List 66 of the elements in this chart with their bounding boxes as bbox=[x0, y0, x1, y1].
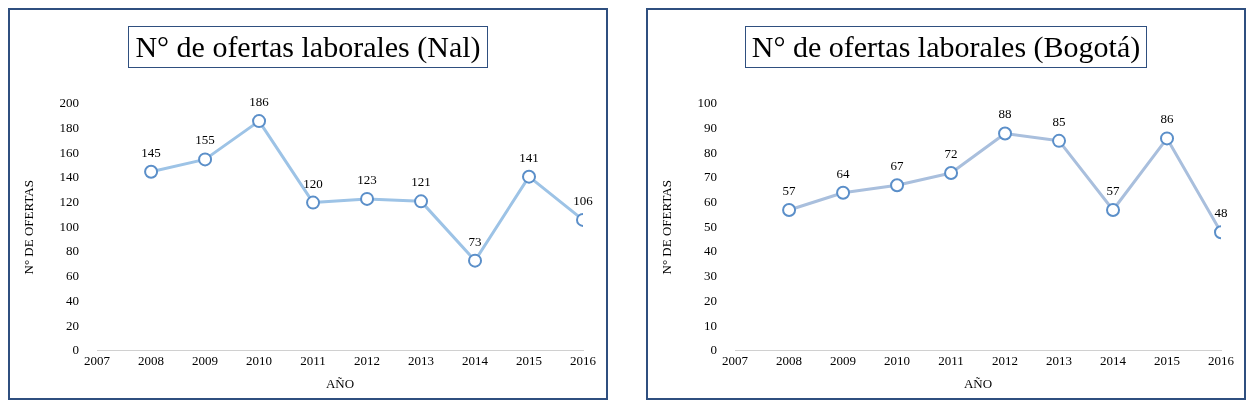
y-tick-label: 40 bbox=[66, 292, 80, 308]
x-tick-label: 2008 bbox=[138, 353, 165, 369]
x-tick-label: 2010 bbox=[884, 353, 911, 369]
x-tick-label: 2007 bbox=[722, 353, 749, 369]
y-tick-label: 50 bbox=[704, 218, 718, 234]
x-tick-label: 2016 bbox=[1208, 353, 1235, 369]
y-tick-label: 200 bbox=[59, 95, 80, 111]
y-axis-title: N° DE OFERTAS bbox=[659, 180, 675, 275]
y-tick-label: 80 bbox=[66, 243, 80, 259]
x-tick-label: 2015 bbox=[516, 353, 543, 369]
y-tick-label: 20 bbox=[66, 317, 80, 333]
y-tick-label: 160 bbox=[59, 144, 80, 160]
data-label: 57 bbox=[782, 182, 797, 198]
y-tick-label: 70 bbox=[704, 169, 718, 185]
data-label: 121 bbox=[411, 174, 431, 190]
data-label: 85 bbox=[1052, 113, 1066, 129]
x-tick-label: 2014 bbox=[1100, 353, 1127, 369]
data-label: 72 bbox=[944, 145, 958, 161]
x-axis-title: AÑO bbox=[963, 375, 993, 391]
x-axis-title: AÑO bbox=[325, 375, 355, 391]
x-tick-label: 2009 bbox=[192, 353, 219, 369]
x-tick-label: 2014 bbox=[462, 353, 489, 369]
data-label: 48 bbox=[1214, 205, 1228, 221]
data-label: 57 bbox=[1106, 182, 1121, 198]
y-tick-label: 20 bbox=[704, 292, 718, 308]
data-label: 141 bbox=[519, 149, 539, 165]
x-tick-label: 2013 bbox=[1046, 353, 1073, 369]
y-tick-label: 0 bbox=[710, 342, 718, 358]
data-label: 73 bbox=[468, 233, 482, 249]
x-tick-label: 2010 bbox=[246, 353, 273, 369]
chart-title: N° de ofertas laborales (Nal) bbox=[128, 26, 488, 68]
y-tick-label: 100 bbox=[59, 218, 80, 234]
x-tick-label: 2009 bbox=[830, 353, 857, 369]
y-axis-title: N° DE OFERTAS bbox=[21, 180, 37, 275]
data-label: 64 bbox=[836, 165, 851, 181]
y-tick-label: 120 bbox=[59, 194, 80, 210]
data-label: 145 bbox=[141, 144, 161, 160]
x-tick-label: 2008 bbox=[776, 353, 803, 369]
y-tick-label: 10 bbox=[704, 317, 718, 333]
data-label: 67 bbox=[890, 158, 905, 174]
y-tick-label: 40 bbox=[704, 243, 718, 259]
data-label: 123 bbox=[357, 171, 377, 187]
data-label: 106 bbox=[573, 192, 594, 208]
x-tick-label: 2015 bbox=[1154, 353, 1181, 369]
y-tick-label: 30 bbox=[704, 268, 718, 284]
x-tick-label: 2011 bbox=[300, 353, 326, 369]
data-label: 86 bbox=[1160, 111, 1175, 127]
data-label: 88 bbox=[998, 106, 1012, 122]
y-tick-label: 180 bbox=[59, 119, 80, 135]
x-tick-label: 2012 bbox=[992, 353, 1019, 369]
x-tick-label: 2013 bbox=[408, 353, 435, 369]
y-tick-label: 140 bbox=[59, 169, 80, 185]
x-tick-label: 2012 bbox=[354, 353, 381, 369]
y-tick-label: 90 bbox=[704, 119, 718, 135]
y-tick-label: 60 bbox=[66, 268, 80, 284]
chart-title: N° de ofertas laborales (Bogotá) bbox=[744, 26, 1148, 68]
data-label: 120 bbox=[303, 175, 323, 191]
y-tick-label: 60 bbox=[704, 194, 718, 210]
x-tick-label: 2011 bbox=[938, 353, 964, 369]
data-label: 155 bbox=[195, 132, 215, 148]
x-tick-label: 2007 bbox=[84, 353, 111, 369]
y-tick-label: 80 bbox=[704, 144, 718, 160]
y-tick-label: 100 bbox=[697, 95, 718, 111]
data-label: 186 bbox=[249, 94, 270, 110]
x-tick-label: 2016 bbox=[570, 353, 597, 369]
y-tick-label: 0 bbox=[72, 342, 80, 358]
